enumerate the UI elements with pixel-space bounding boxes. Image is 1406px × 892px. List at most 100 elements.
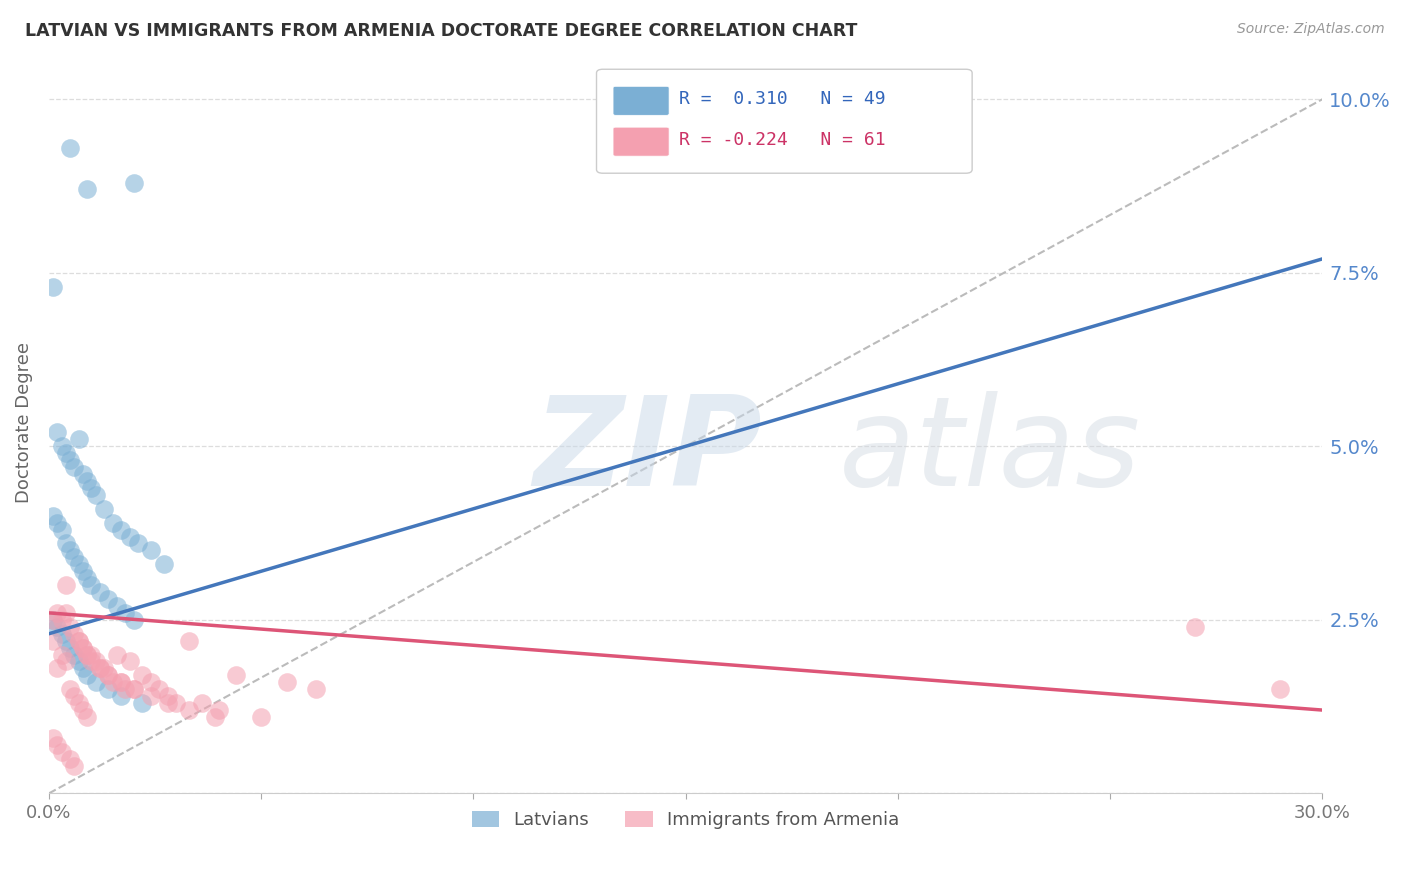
Point — [76, 668, 98, 682]
Point — [46, 516, 69, 530]
Point — [59, 640, 82, 655]
Point — [1184, 620, 1206, 634]
Point — [152, 558, 174, 572]
Point — [59, 620, 82, 634]
Point — [72, 640, 94, 655]
Point — [55, 446, 77, 460]
Point — [118, 655, 141, 669]
Point — [46, 661, 69, 675]
Point — [67, 433, 90, 447]
Text: ZIP: ZIP — [533, 392, 762, 512]
Point — [110, 675, 132, 690]
Point — [67, 696, 90, 710]
Legend: Latvians, Immigrants from Armenia: Latvians, Immigrants from Armenia — [465, 804, 907, 837]
Point — [122, 176, 145, 190]
Point — [156, 696, 179, 710]
Point — [139, 543, 162, 558]
Point — [55, 578, 77, 592]
Point — [177, 633, 200, 648]
Point — [93, 501, 115, 516]
Point — [110, 523, 132, 537]
Point — [46, 620, 69, 634]
Point — [67, 558, 90, 572]
Point — [42, 731, 65, 745]
Point — [51, 523, 73, 537]
Point — [89, 661, 111, 675]
Point — [97, 668, 120, 682]
Point — [76, 648, 98, 662]
Text: R =  0.310   N = 49: R = 0.310 N = 49 — [679, 90, 886, 108]
Point — [204, 710, 226, 724]
Point — [51, 648, 73, 662]
FancyBboxPatch shape — [613, 128, 669, 156]
Point — [114, 682, 136, 697]
Point — [67, 633, 90, 648]
Point — [139, 689, 162, 703]
Point — [122, 682, 145, 697]
FancyBboxPatch shape — [596, 70, 972, 173]
Point — [42, 508, 65, 523]
Point — [59, 751, 82, 765]
Point — [63, 626, 86, 640]
Point — [97, 668, 120, 682]
Point — [122, 682, 145, 697]
Point — [76, 571, 98, 585]
Point — [59, 453, 82, 467]
Point — [1268, 682, 1291, 697]
Point — [131, 696, 153, 710]
Point — [67, 633, 90, 648]
Point — [46, 738, 69, 752]
Point — [97, 592, 120, 607]
Point — [80, 578, 103, 592]
Point — [84, 655, 107, 669]
Point — [177, 703, 200, 717]
Point — [80, 481, 103, 495]
Text: LATVIAN VS IMMIGRANTS FROM ARMENIA DOCTORATE DEGREE CORRELATION CHART: LATVIAN VS IMMIGRANTS FROM ARMENIA DOCTO… — [25, 22, 858, 40]
Point — [191, 696, 214, 710]
Point — [131, 668, 153, 682]
Point — [51, 626, 73, 640]
Point — [63, 758, 86, 772]
Point — [59, 543, 82, 558]
Point — [72, 467, 94, 481]
Point — [55, 606, 77, 620]
Point — [105, 648, 128, 662]
Text: Source: ZipAtlas.com: Source: ZipAtlas.com — [1237, 22, 1385, 37]
Point — [305, 682, 328, 697]
Point — [165, 696, 187, 710]
Point — [67, 655, 90, 669]
Point — [55, 633, 77, 648]
Point — [84, 488, 107, 502]
FancyBboxPatch shape — [613, 87, 669, 115]
Point — [97, 682, 120, 697]
Point — [46, 606, 69, 620]
Text: R = -0.224   N = 61: R = -0.224 N = 61 — [679, 131, 886, 149]
Point — [105, 599, 128, 613]
Point — [55, 536, 77, 550]
Point — [89, 661, 111, 675]
Point — [114, 606, 136, 620]
Point — [80, 655, 103, 669]
Point — [42, 613, 65, 627]
Point — [51, 613, 73, 627]
Point — [72, 564, 94, 578]
Point — [110, 675, 132, 690]
Point — [148, 682, 170, 697]
Point — [89, 585, 111, 599]
Point — [51, 745, 73, 759]
Point — [42, 279, 65, 293]
Point — [46, 425, 69, 440]
Point — [59, 682, 82, 697]
Point — [101, 516, 124, 530]
Point — [122, 613, 145, 627]
Point — [42, 613, 65, 627]
Point — [63, 460, 86, 475]
Point — [63, 550, 86, 565]
Point — [80, 648, 103, 662]
Point — [55, 655, 77, 669]
Y-axis label: Doctorate Degree: Doctorate Degree — [15, 342, 32, 502]
Point — [127, 536, 149, 550]
Point — [72, 703, 94, 717]
Point — [76, 710, 98, 724]
Point — [110, 689, 132, 703]
